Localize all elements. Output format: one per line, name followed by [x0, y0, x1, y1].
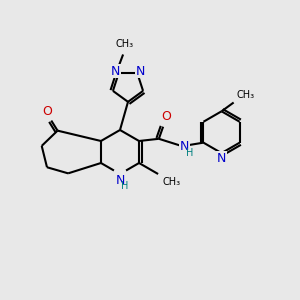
- Text: N: N: [136, 65, 145, 78]
- Text: N: N: [115, 175, 125, 188]
- Text: CH₃: CH₃: [162, 177, 180, 187]
- Text: H: H: [186, 148, 194, 158]
- Text: N: N: [111, 65, 120, 78]
- Text: N: N: [217, 152, 226, 165]
- Text: CH₃: CH₃: [237, 91, 255, 100]
- Text: N: N: [180, 140, 189, 153]
- Text: O: O: [43, 105, 52, 118]
- Text: H: H: [121, 181, 129, 191]
- Text: O: O: [161, 110, 171, 123]
- Text: CH₃: CH₃: [115, 40, 133, 50]
